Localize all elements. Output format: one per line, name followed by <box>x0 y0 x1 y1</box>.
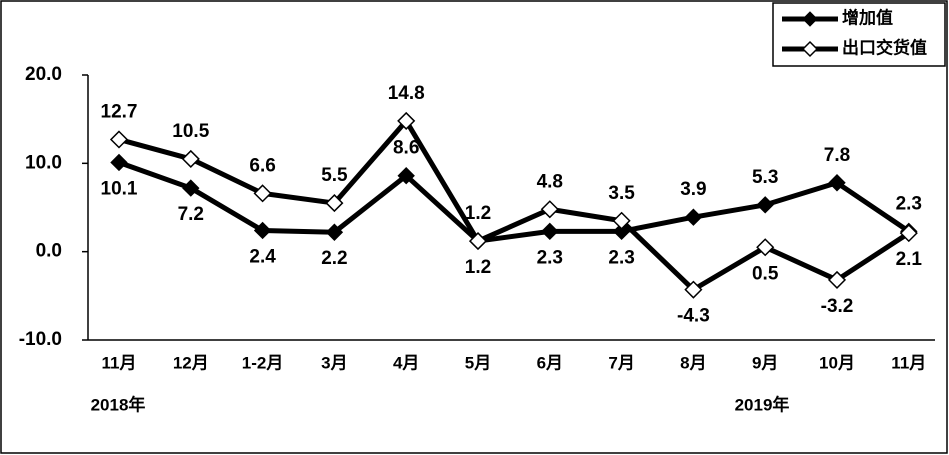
year-annotation: 2019年 <box>735 394 790 414</box>
data-point <box>109 130 129 149</box>
data-point <box>828 174 846 192</box>
data-point <box>541 222 559 241</box>
x-tick-label: 12月 <box>173 353 209 372</box>
y-tick-label: -10.0 <box>19 329 62 350</box>
y-tick-label: 0.0 <box>36 241 62 262</box>
data-point <box>325 223 344 241</box>
data-label: 2.2 <box>321 248 347 269</box>
data-label: 7.8 <box>824 145 850 166</box>
x-tick-label: 7月 <box>608 353 634 372</box>
y-tick-label: 20.0 <box>25 64 62 85</box>
data-point <box>253 221 272 240</box>
legend-marker <box>802 11 818 27</box>
x-tick-label: 5月 <box>465 353 491 372</box>
data-label: 5.5 <box>321 165 348 186</box>
legend-box <box>772 2 946 67</box>
data-label: 7.2 <box>178 204 204 225</box>
data-point <box>684 280 703 299</box>
data-label: 14.8 <box>388 83 425 104</box>
data-point <box>756 196 774 214</box>
data-label: 12.7 <box>101 101 138 122</box>
data-label: 10.1 <box>101 178 138 199</box>
data-point <box>397 111 416 130</box>
year-annotation: 2018年 <box>91 394 146 414</box>
data-point <box>827 270 847 289</box>
x-tick-label: 9月 <box>752 353 778 372</box>
data-point <box>756 238 775 257</box>
data-label: 8.6 <box>393 138 419 159</box>
data-label: 5.3 <box>752 167 778 188</box>
data-point <box>397 166 415 185</box>
data-label: 4.8 <box>537 171 563 192</box>
data-point <box>110 153 128 172</box>
x-tick-label: 11月 <box>102 353 137 372</box>
data-point <box>325 194 344 213</box>
data-label: 10.5 <box>172 121 209 142</box>
data-point <box>540 200 559 219</box>
data-label: 2.3 <box>896 193 922 214</box>
data-point <box>182 179 200 197</box>
data-label: 6.6 <box>249 155 275 176</box>
x-tick-label: 4月 <box>393 353 419 372</box>
data-label: -4.3 <box>677 306 710 327</box>
data-label: 3.9 <box>680 179 706 200</box>
data-label: 2.3 <box>608 247 634 268</box>
x-tick-label: 1-2月 <box>242 353 284 372</box>
data-point <box>181 149 200 168</box>
data-label: 0.5 <box>752 263 779 284</box>
data-label: 1.2 <box>465 203 491 224</box>
series-line <box>118 118 911 293</box>
data-label: 2.1 <box>896 249 923 270</box>
data-point <box>468 232 488 251</box>
data-label: 1.2 <box>465 257 491 278</box>
x-tick-label: 11月 <box>891 353 926 372</box>
legend-marker <box>801 40 819 58</box>
data-point <box>684 208 703 226</box>
legend-label: 出口交货值 <box>842 37 927 57</box>
data-label: 3.5 <box>608 183 635 204</box>
y-tick-label: 10.0 <box>25 152 62 173</box>
data-point <box>899 224 918 243</box>
data-point <box>612 211 631 230</box>
series-line <box>118 160 911 244</box>
x-tick-label: 10月 <box>819 353 855 372</box>
x-tick-label: 8月 <box>680 353 706 372</box>
data-point <box>253 184 272 203</box>
x-tick-label: 3月 <box>321 353 347 372</box>
data-label: -3.2 <box>821 296 854 317</box>
data-point <box>612 222 631 241</box>
data-label: 2.3 <box>537 247 563 268</box>
legend-label: 增加值 <box>842 7 893 27</box>
x-tick-label: 6月 <box>537 353 563 372</box>
data-label: 2.4 <box>249 246 276 267</box>
